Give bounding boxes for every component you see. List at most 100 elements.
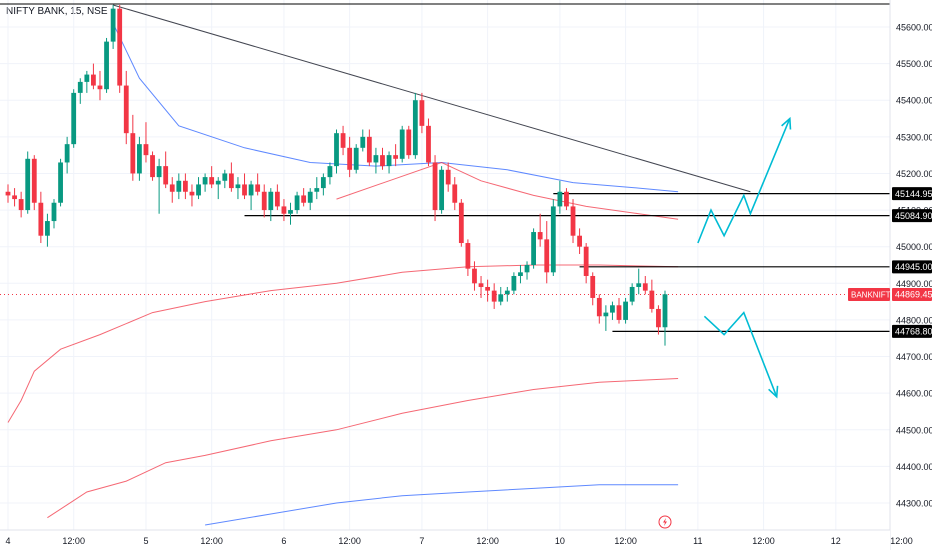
candle-body bbox=[242, 184, 247, 196]
candle-body bbox=[610, 305, 615, 313]
candle-body bbox=[64, 144, 70, 163]
time-tick-label: 4 bbox=[5, 536, 10, 546]
projection-path-down[interactable] bbox=[703, 311, 778, 398]
candle-body bbox=[169, 184, 175, 192]
level-price-tag[interactable] bbox=[892, 209, 932, 223]
candle-body bbox=[71, 92, 77, 145]
candle-body bbox=[228, 173, 234, 189]
last-price-tag[interactable] bbox=[892, 287, 932, 301]
candle-body bbox=[307, 191, 313, 203]
candle-body bbox=[452, 184, 458, 203]
candle-body bbox=[130, 133, 136, 174]
candle-body bbox=[196, 184, 201, 196]
time-tick-label: 12:00 bbox=[614, 536, 637, 546]
candle-body bbox=[412, 100, 418, 156]
time-tick-label: 6 bbox=[281, 536, 286, 546]
candle-body bbox=[45, 221, 50, 236]
alert-icon-bolt bbox=[663, 518, 667, 526]
candle-body bbox=[557, 191, 563, 207]
candle-body bbox=[281, 206, 287, 214]
candle-body bbox=[84, 74, 90, 82]
candle-body bbox=[564, 191, 569, 207]
candle-body bbox=[445, 169, 451, 185]
candle-body bbox=[38, 202, 44, 236]
trendline[interactable] bbox=[112, 4, 751, 193]
candle-body bbox=[117, 8, 123, 86]
candle-body bbox=[137, 144, 142, 174]
candle-body bbox=[334, 133, 339, 167]
candle-body bbox=[5, 191, 11, 196]
candle-body bbox=[156, 166, 162, 178]
candle-body bbox=[189, 191, 195, 196]
candle-body bbox=[649, 290, 655, 309]
price-tick-label: 45000.00 bbox=[896, 242, 932, 252]
projection-arrowhead-up[interactable] bbox=[781, 116, 792, 130]
projection-arrowhead-down[interactable] bbox=[768, 385, 779, 399]
price-tick-label: 44800.00 bbox=[896, 315, 932, 325]
candle-body bbox=[97, 85, 103, 90]
candle-body bbox=[288, 210, 293, 214]
grid bbox=[0, 0, 903, 530]
time-tick-label: 12:00 bbox=[338, 536, 361, 546]
candle-body bbox=[524, 265, 530, 273]
candle-body bbox=[465, 243, 471, 269]
time-axis[interactable]: 4 12:00 5 12:00 6 12:00 7 12:00 10 12:00 11 12:00 12… bbox=[0, 529, 913, 550]
candle-body bbox=[31, 158, 37, 203]
time-tick-label: 7 bbox=[419, 536, 424, 546]
level-price-tag[interactable] bbox=[892, 324, 932, 338]
candle-body bbox=[518, 272, 523, 276]
candle-body bbox=[202, 177, 208, 185]
candle-body bbox=[373, 155, 379, 163]
candle-body bbox=[590, 275, 596, 298]
moving-average-line bbox=[112, 23, 679, 193]
candle-body bbox=[268, 191, 274, 211]
candle-body bbox=[58, 162, 63, 203]
price-tick-label: 44500.00 bbox=[896, 425, 932, 435]
projection-arrows[interactable] bbox=[697, 116, 792, 399]
candle-body bbox=[583, 246, 589, 276]
candle-body bbox=[629, 286, 635, 302]
candle-body bbox=[222, 173, 228, 181]
level-price-tag-label: 45144.95 bbox=[895, 189, 932, 199]
price-tick-label: 44900.00 bbox=[896, 279, 932, 289]
moving-average-line bbox=[336, 161, 679, 220]
symbol-price-tag-label: BANKNIFTY bbox=[851, 291, 897, 300]
candle-body bbox=[399, 129, 405, 159]
candle-body bbox=[123, 85, 129, 134]
time-tick-label: 12:00 bbox=[476, 536, 499, 546]
candle-body bbox=[419, 100, 425, 126]
last-price-tag-label: 44869.45 bbox=[895, 290, 932, 300]
price-tick-label: 45400.00 bbox=[896, 96, 932, 106]
symbol-price-tag[interactable] bbox=[848, 287, 890, 301]
moving-average-line bbox=[7, 264, 679, 423]
candle-body bbox=[209, 177, 215, 185]
lightning-bolt-icon[interactable] bbox=[658, 515, 672, 529]
level-price-tag-label: 45084.90 bbox=[895, 211, 932, 221]
candle-body bbox=[366, 136, 372, 163]
candle-body bbox=[143, 144, 149, 156]
candle-body bbox=[472, 268, 477, 284]
price-axis[interactable]: 45600.00 45500.00 45400.00 45300.00 45200.00… bbox=[848, 0, 932, 550]
price-tick-label: 45300.00 bbox=[896, 132, 932, 142]
alert-marker[interactable] bbox=[658, 515, 672, 529]
candle-body bbox=[662, 294, 668, 328]
candle-body bbox=[380, 155, 385, 167]
candle-body bbox=[301, 195, 307, 203]
candle-body bbox=[91, 74, 96, 86]
candle-body bbox=[104, 41, 109, 90]
time-tick-label: 12:00 bbox=[752, 536, 775, 546]
level-price-tag[interactable] bbox=[892, 260, 932, 274]
candle-body bbox=[235, 184, 241, 189]
projection-path-up[interactable] bbox=[697, 118, 791, 244]
time-tick-label: 12 bbox=[831, 536, 841, 546]
candle-body bbox=[353, 147, 359, 170]
candle-body bbox=[458, 202, 464, 244]
candle-body bbox=[248, 184, 254, 196]
level-price-tag[interactable] bbox=[892, 187, 932, 201]
trendline-group[interactable] bbox=[112, 4, 751, 193]
candle-body bbox=[25, 158, 31, 211]
candle-body bbox=[544, 239, 550, 273]
level-price-tag-label: 44945.00 bbox=[895, 262, 932, 272]
candle-body bbox=[623, 301, 628, 320]
